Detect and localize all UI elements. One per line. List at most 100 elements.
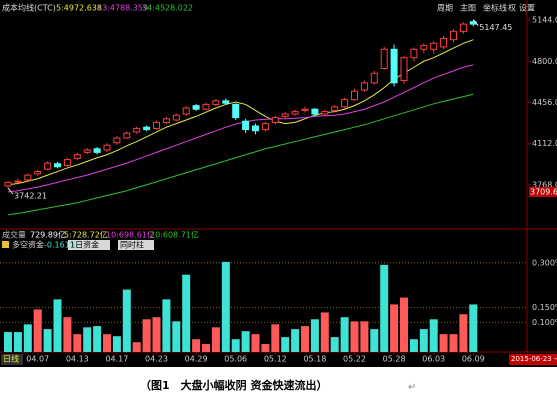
caption: （图1 大盘小幅收阴 资金快速流出） [140,378,327,392]
candle-body [311,108,319,115]
y-tick-label: 0.300% [532,258,557,267]
bar [380,264,389,352]
annotation: 3742.21 [14,192,47,201]
date-box [509,354,557,365]
bar [241,331,250,352]
annotation-leader [472,19,479,26]
bar [400,297,408,352]
x-tick-label: 05.18 [303,355,326,364]
candle-body [271,117,279,123]
bar [13,332,22,352]
chart-background [0,0,557,367]
bar [320,312,329,352]
dropdown-label[interactable]: 同时柱 [120,240,144,250]
x-tick-label: 04.29 [185,355,208,364]
paragraph-mark: ↵ [408,382,416,393]
bar [73,334,82,352]
toolbar-item[interactable]: 权 [508,3,516,13]
candle-body [232,103,240,119]
bar [63,317,72,352]
candle-body [281,113,289,117]
candle-body [341,99,349,108]
legend-entry: 5:4972.638 [56,4,102,13]
bar [390,304,399,352]
toolbar-item[interactable]: 周期 [437,4,453,13]
candle-body [44,162,52,170]
indicator-value: -0.161% [44,241,78,250]
candle-body [459,23,467,32]
candle-body [450,30,457,41]
end-date: 2015-06-23 → [511,355,557,363]
y-tick-label: 5144.0 [532,16,557,25]
bar [112,336,121,352]
candle-body [301,108,309,111]
candle-body [380,48,388,69]
candle-body [133,127,141,133]
volume-header: 10:698.61亿 [106,230,155,240]
candle-body [242,120,250,131]
bar [439,334,448,352]
y-tick-label: 4456.0 [532,98,557,107]
candle-body [351,90,358,101]
candle-body [113,137,121,144]
bar [360,321,369,352]
candle-body [24,174,32,181]
period-box [1,354,23,365]
x-tick-label: 05.06 [224,355,247,364]
candle-body [14,180,22,183]
candle-body [73,154,81,159]
candle-body [400,57,408,81]
dropdown-label[interactable]: 1日资金 [70,240,99,250]
annotation: 5147.45 [479,23,512,32]
candle-body [172,114,180,121]
volume-header: 20:608.71亿 [150,230,199,240]
candle-body [63,159,71,167]
bar [122,289,131,352]
x-tick-label: 05.22 [343,355,366,364]
volume-header: 729.89亿 [30,230,66,240]
x-tick-label: 06.03 [422,355,445,364]
toolbar-item[interactable]: 主图 [460,3,476,13]
legend-entry: 34:4528.022 [142,4,193,13]
bar [182,274,191,352]
annotation-leader [7,187,14,195]
indicator-title: 多空资金 [12,240,44,250]
candle-body [202,103,210,110]
candle-body [4,181,12,187]
candle-body [252,125,259,132]
y-tick-label: 0.100% [532,318,557,327]
bar [251,334,260,352]
x-tick-label: 05.12 [264,355,287,364]
toolbar-item[interactable]: 设置 [519,3,535,13]
candle-body [162,118,170,123]
candle-body [34,171,42,175]
candle-body [54,163,61,168]
candle-body [153,121,160,129]
bar [310,319,319,352]
bar [301,326,309,352]
bar [33,309,42,352]
candle-body [182,107,190,115]
dropdown[interactable] [68,240,110,250]
price-marker-box [529,186,557,197]
bar [211,327,220,352]
price-marker: 3709.6 [530,187,557,196]
bar [459,314,468,352]
candle-body [93,148,101,153]
candle-body [143,126,151,131]
bar [291,329,300,352]
candle-body [222,100,230,104]
bar [429,319,438,352]
bar [4,332,12,352]
toolbar-item[interactable]: 坐标线 [483,3,507,13]
x-tick-label: 04.13 [66,355,89,364]
candle-body [420,45,428,50]
bar [419,329,428,352]
candle-body [410,48,418,59]
bar [192,339,201,352]
indicator-icon [2,241,9,248]
dropdown[interactable] [118,240,154,250]
bar [231,339,240,352]
